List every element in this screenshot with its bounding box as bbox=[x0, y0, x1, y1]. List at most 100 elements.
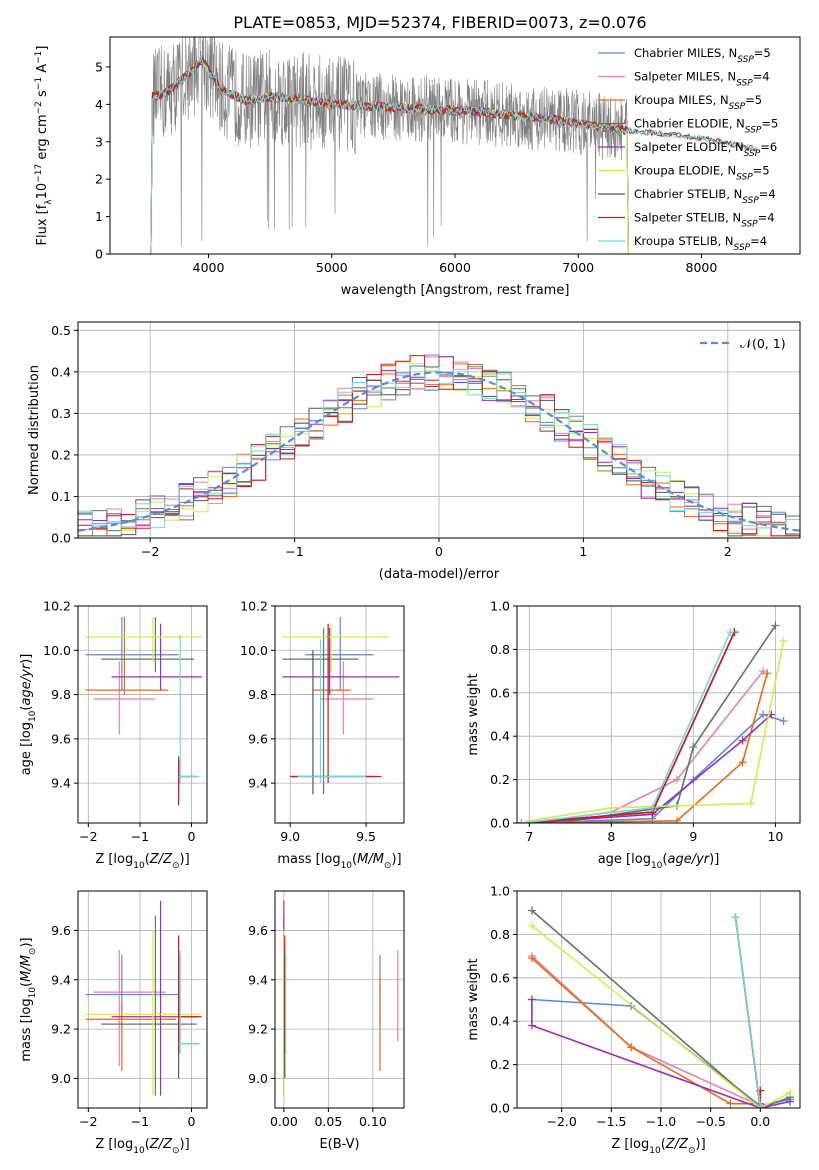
x-axis-label: (data-model)/error bbox=[379, 567, 500, 582]
data-point-marker bbox=[779, 717, 788, 726]
y-tick-label: 9.4 bbox=[51, 776, 71, 791]
y-tick-label: 10.2 bbox=[240, 599, 268, 614]
histogram-s-stelib bbox=[78, 355, 800, 537]
x-tick-label: 9.0 bbox=[280, 829, 300, 844]
y-tick-label: 0.4 bbox=[490, 729, 510, 744]
x-tick-label: −1 bbox=[131, 829, 149, 844]
x-axis-label: Z [log10(Z/Z⊙)] bbox=[95, 1137, 189, 1156]
y-tick-label: 9.2 bbox=[248, 1022, 268, 1037]
y-tick-label: 9.6 bbox=[51, 923, 71, 938]
legend-entry: 𝒩(0, 1) bbox=[740, 336, 786, 351]
age_vs_z-axes: −2 −1 0 9.4 9.6 9.8 10.0 10.2 bbox=[43, 599, 208, 844]
x-tick-label: 9.5 bbox=[356, 829, 376, 844]
y-tick-label: 9.0 bbox=[51, 1071, 71, 1086]
axes-frame bbox=[77, 605, 208, 824]
y-tick-label: 0.0 bbox=[490, 1101, 510, 1116]
y-tick-label: 0.2 bbox=[490, 1057, 510, 1072]
y-tick-label: 0.6 bbox=[490, 970, 510, 985]
mass_weight_vs_age-plot-area bbox=[517, 621, 788, 823]
x-tick-label: 0.0 bbox=[750, 1114, 770, 1129]
data-point-marker bbox=[627, 1002, 636, 1011]
y-tick-label: 10.0 bbox=[240, 643, 268, 658]
mass-weight-line bbox=[521, 631, 736, 823]
y-tick-label: 2 bbox=[95, 172, 103, 187]
y-tick-label: 5 bbox=[95, 59, 103, 74]
mass-weight-line bbox=[531, 909, 791, 1108]
mass-weight-line bbox=[570, 625, 777, 822]
x-tick-label: 6000 bbox=[439, 260, 471, 275]
data-point-marker bbox=[779, 636, 788, 645]
y-tick-label: 9.6 bbox=[51, 731, 71, 746]
spectrum-axes: 4000 5000 6000 7000 8000 0 1 2 3 4 5 bbox=[95, 36, 801, 275]
axes-frame bbox=[516, 605, 801, 824]
x-axis-label: age [log10(age/yr)] bbox=[598, 852, 720, 871]
x-tick-label: −2 bbox=[141, 544, 159, 559]
model-spectrum-s-stelib bbox=[149, 56, 758, 254]
axes-frame bbox=[77, 890, 208, 1109]
y-tick-label: 0.0 bbox=[51, 531, 71, 546]
y-axis-label: age [log10(age/yr)] bbox=[19, 654, 38, 776]
y-axis-label: mass weight bbox=[466, 673, 481, 755]
x-axis-label: Z [log10(Z/Z⊙)] bbox=[611, 1137, 705, 1156]
histogram-k-stelib bbox=[78, 367, 800, 537]
mass_vs_ebv-plot-area bbox=[283, 900, 399, 1096]
data-point-marker bbox=[527, 906, 536, 915]
data-point-marker bbox=[525, 816, 534, 823]
legend-entry: Kroupa MILES, NSSP=5 bbox=[634, 93, 762, 112]
data-point-marker bbox=[517, 819, 526, 823]
x-tick-label: 7000 bbox=[562, 260, 594, 275]
mass-weight-line bbox=[531, 957, 761, 1105]
x-axis-label: wavelength [Angstrom, rest frame] bbox=[341, 283, 570, 298]
data-point-marker bbox=[786, 1097, 795, 1106]
y-tick-label: 0.6 bbox=[490, 685, 510, 700]
y-tick-label: 9.8 bbox=[248, 687, 268, 702]
data-point-marker bbox=[738, 758, 747, 767]
data-point-marker bbox=[689, 743, 698, 752]
data-point-marker bbox=[527, 1021, 536, 1030]
y-tick-label: 0.2 bbox=[51, 447, 71, 462]
y-tick-label: 9.4 bbox=[248, 776, 268, 791]
data-point-marker bbox=[627, 1043, 636, 1052]
y-tick-label: 1.0 bbox=[490, 599, 510, 614]
axes-frame bbox=[274, 605, 405, 824]
data-point-marker bbox=[738, 736, 747, 745]
y-tick-label: 0.3 bbox=[51, 406, 71, 421]
data-point-marker bbox=[527, 921, 536, 930]
mass-weight-line bbox=[529, 713, 772, 823]
x-tick-label: 8000 bbox=[686, 260, 718, 275]
x-tick-label: −2 bbox=[79, 829, 97, 844]
observed-spectrum bbox=[152, 37, 628, 247]
x-tick-label: −1 bbox=[131, 1114, 149, 1129]
y-axis-label: mass weight bbox=[466, 958, 481, 1040]
x-axis-label: Z [log10(Z/Z⊙)] bbox=[95, 852, 189, 871]
x-tick-label: 10 bbox=[767, 829, 783, 844]
mass_vs_ebv-axes: 0.00 0.05 0.10 9.0 9.2 9.4 9.6 bbox=[248, 890, 405, 1129]
mass-weight-line bbox=[531, 999, 791, 1108]
y-tick-label: 0.8 bbox=[490, 927, 510, 942]
y-tick-label: 4 bbox=[95, 97, 103, 112]
legend-entry: Kroupa ELODIE, NSSP=5 bbox=[634, 164, 770, 183]
x-tick-label: 0.10 bbox=[359, 1114, 387, 1129]
legend-entry: Salpeter ELODIE, NSSP=6 bbox=[634, 140, 777, 159]
data-point-marker bbox=[648, 803, 657, 812]
y-tick-label: 10.0 bbox=[43, 643, 71, 658]
x-tick-label: 0 bbox=[435, 544, 443, 559]
data-point-marker bbox=[763, 669, 772, 678]
legend-entry: Chabrier MILES, NSSP=5 bbox=[634, 46, 771, 65]
axes-frame bbox=[516, 890, 801, 1109]
y-tick-label: 0.0 bbox=[490, 816, 510, 831]
data-point-marker bbox=[771, 621, 780, 630]
legend-entry: Salpeter MILES, NSSP=4 bbox=[634, 70, 770, 89]
y-axis-label: Normed distribution bbox=[27, 365, 42, 495]
data-point-marker bbox=[689, 775, 698, 784]
histogram-c-stelib bbox=[78, 366, 800, 537]
x-tick-label: 0.05 bbox=[314, 1114, 342, 1129]
data-point-marker bbox=[746, 799, 755, 808]
mass-weight-line bbox=[521, 631, 732, 823]
figure-title: PLATE=0853, MJD=52374, FIBERID=0073, z=0… bbox=[233, 13, 646, 32]
residuals-plot-area bbox=[78, 354, 800, 537]
data-point-marker bbox=[726, 628, 735, 637]
x-tick-label: −2.0 bbox=[547, 1114, 577, 1129]
mass-weight-line bbox=[734, 916, 762, 1106]
y-tick-label: 9.4 bbox=[51, 972, 71, 987]
